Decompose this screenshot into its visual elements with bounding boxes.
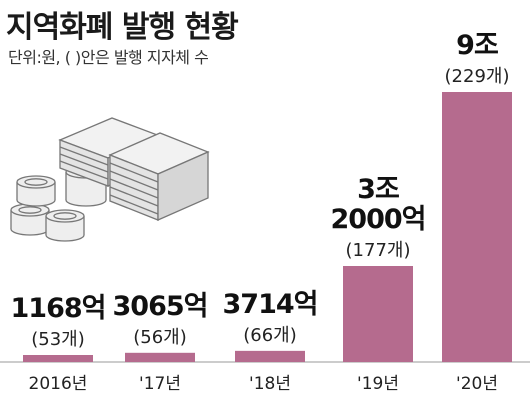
bar-4 <box>442 92 512 362</box>
chart-subtitle: 단위:원, ( )안은 발행 지자체 수 <box>8 48 209 67</box>
page-title: 지역화폐 발행 현황 <box>6 10 239 45</box>
x-tick-label-4: '20년 <box>456 374 498 394</box>
value-label-2-0: 3714억 <box>223 289 318 320</box>
x-tick-label-0: 2016년 <box>29 374 88 394</box>
x-tick-label-3: '19년 <box>357 374 399 394</box>
x-tick-label-1: '17년 <box>139 374 181 394</box>
count-label-2: (66개) <box>243 325 297 346</box>
bar-0 <box>23 355 93 362</box>
bar-2 <box>235 350 305 362</box>
value-label-3-1: 2000억 <box>331 204 426 235</box>
count-label-1: (56개) <box>133 327 187 348</box>
count-label-4: (229개) <box>445 66 510 87</box>
value-label-1-0: 3065억 <box>113 291 208 322</box>
bar-1 <box>125 352 195 362</box>
banknote-stack-icon <box>58 117 210 221</box>
value-label-4-0: 9조 <box>456 30 498 61</box>
count-label-3: (177개) <box>346 240 411 261</box>
value-label-0-0: 1168억 <box>11 293 106 324</box>
bar-3 <box>343 266 413 362</box>
count-label-0: (53개) <box>31 329 85 350</box>
coin-stack-icon <box>10 165 107 242</box>
x-tick-label-2: '18년 <box>249 374 291 394</box>
value-label-3-0: 3조 <box>357 174 399 205</box>
